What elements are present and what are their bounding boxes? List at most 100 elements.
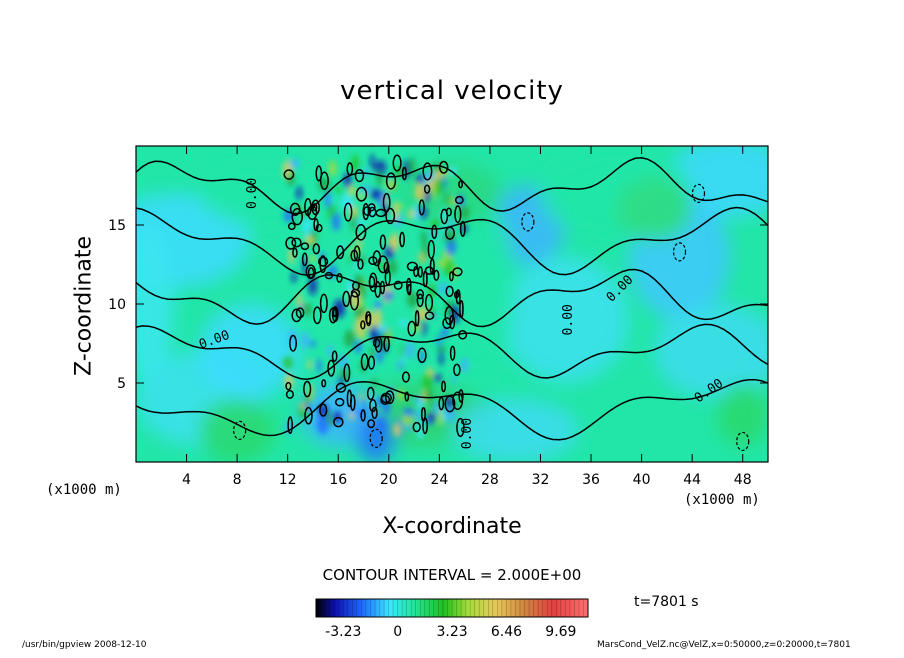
contour-loop [385, 207, 396, 225]
colorbar-tick-label: 0 [393, 624, 402, 640]
contour-loop [401, 371, 410, 383]
speckle [360, 284, 366, 300]
contour-loop [291, 308, 302, 323]
speckle [354, 303, 366, 323]
x-tick-label: 24 [430, 472, 448, 488]
contour-loop [401, 166, 407, 181]
x-tick-label: 36 [582, 472, 600, 488]
contour-loop [291, 237, 302, 248]
contour-loop [289, 334, 298, 352]
contour-label: 0.00 [561, 304, 576, 335]
speckle [402, 407, 414, 417]
contour-line-3 [136, 323, 768, 380]
speckle [332, 212, 341, 231]
speckle [289, 158, 301, 169]
field-blob-18 [136, 225, 174, 383]
contour-interval-note: CONTOUR INTERVAL = 2.000E+00 [322, 566, 582, 584]
contour-loop [292, 247, 298, 258]
speckle [443, 228, 455, 243]
contour-loop [407, 283, 412, 296]
contour-loop [319, 403, 328, 417]
colorbar-ticks: -3.23 0 3.23 6.46 9.69 [325, 624, 576, 640]
contour-loop [351, 281, 360, 291]
contour-loop [372, 250, 382, 267]
x-tick-label: 12 [279, 472, 297, 488]
contour-loop [360, 353, 369, 371]
x-tick-label: 8 [233, 472, 242, 488]
contour-loop [423, 184, 431, 194]
speckle [328, 417, 333, 426]
speckle [282, 356, 293, 369]
contour-loop-dashed [672, 242, 687, 262]
speckle [357, 400, 363, 411]
speckle [316, 414, 329, 435]
contour-loop [367, 355, 376, 370]
contour-label: 0.00 [460, 418, 475, 449]
contour-loop [445, 285, 454, 297]
contour-loop [418, 199, 425, 216]
contour-loop [317, 256, 329, 267]
speckle [411, 321, 422, 333]
y-axis-label: Z-coordinate [71, 236, 97, 376]
speckle [382, 291, 394, 301]
x-tick-label: 20 [380, 472, 398, 488]
speckle [420, 230, 427, 244]
time-label: t=7801 s [634, 594, 699, 610]
field-blob-12 [717, 383, 768, 447]
speckle [376, 169, 383, 187]
speckle [414, 188, 426, 201]
contour-loop [375, 208, 387, 218]
contour-loop [367, 419, 376, 429]
contour-loop [448, 271, 454, 282]
contour-loop [424, 266, 434, 275]
speckle [376, 349, 383, 364]
x-tick-label: 16 [329, 472, 347, 488]
speckle [316, 358, 322, 373]
colorbar-tick-label: 9.69 [545, 624, 576, 640]
contour-loop [301, 252, 308, 267]
speckle [414, 409, 423, 422]
speckle [459, 205, 470, 220]
contour-loop [449, 345, 456, 361]
speckle [444, 407, 456, 423]
contour-loop [312, 243, 321, 255]
colorbar-tick-label: 3.23 [436, 624, 467, 640]
speckle [387, 237, 399, 246]
contour-loop [383, 336, 390, 352]
speckle [370, 188, 382, 200]
contour-loop [331, 350, 338, 362]
contour-loop [453, 290, 460, 299]
speckle [451, 376, 458, 383]
contour-loop [399, 231, 405, 248]
speckle [335, 185, 342, 195]
contour-loop [380, 392, 392, 404]
contour-loop [422, 162, 433, 181]
speckle [291, 271, 297, 284]
footer-left: /usr/bin/gpview 2008-12-10 [22, 640, 147, 650]
contour-loop [343, 363, 351, 383]
contour-loop [368, 256, 378, 266]
speckle [354, 316, 366, 336]
contour-loop [336, 245, 345, 260]
speckle [433, 373, 442, 382]
speckle [377, 416, 386, 433]
speckle [308, 255, 317, 263]
contour-loop [458, 389, 464, 403]
speckle [422, 239, 428, 259]
contour-loop [368, 272, 378, 292]
speckle [416, 173, 425, 184]
contour-loop [454, 205, 462, 224]
contour-loop [289, 202, 301, 216]
colorbar-tick-label: 6.46 [491, 624, 522, 640]
contour-loop [444, 226, 455, 240]
contour-loop [427, 239, 435, 260]
contour-loop [393, 280, 403, 290]
contour-loop [440, 208, 449, 225]
colorbar-tick-label: -3.23 [325, 624, 361, 640]
contour-loop [374, 336, 383, 353]
field-blob-15 [452, 398, 579, 462]
contour-loop [312, 203, 318, 212]
contour-loop [342, 290, 351, 308]
contour-loop [287, 222, 296, 231]
